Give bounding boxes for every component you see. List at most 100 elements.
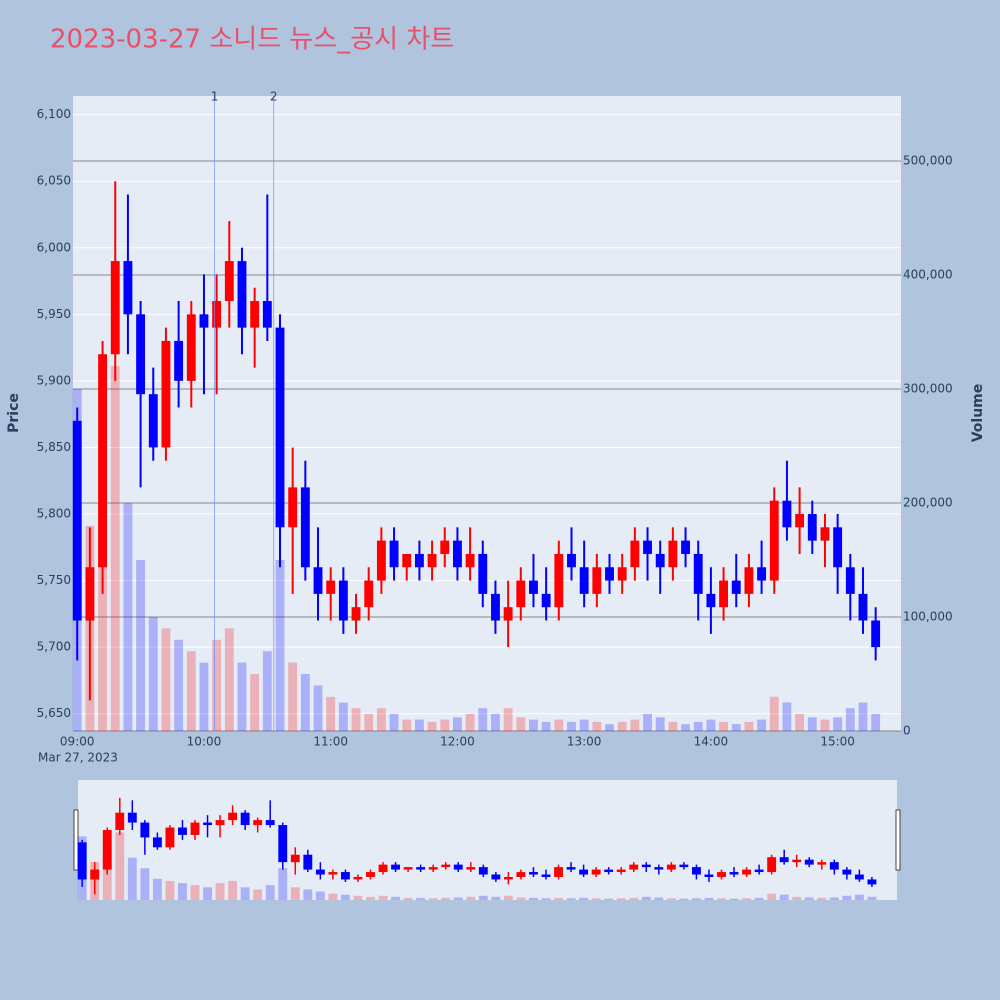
x-tick-label: 15:00 [820,735,855,749]
candle-body [224,261,234,302]
slider-volume-bar [854,894,864,900]
slider-volume-bar [228,880,238,900]
volume-bar [427,721,437,731]
slider-volume-bar [829,897,839,900]
x-tick-label: 10:00 [187,735,222,749]
slider-candle-body [340,872,350,880]
slider-candle-body [629,864,639,870]
candle-body [85,567,95,621]
x-tick-label: 13:00 [567,735,602,749]
slider-candle-body [704,874,714,877]
candle-body [744,567,754,594]
slider-candle-body [152,837,162,848]
volume-bar [199,662,209,731]
slider-volume-bar [328,893,338,900]
volume-bar [250,673,260,731]
slider-candle-body [516,872,526,877]
candle-body [427,553,437,568]
candle-body [833,527,843,568]
range-handle-left[interactable] [73,809,79,871]
volume-bar [592,721,602,731]
slider-candle-body [767,857,777,873]
candle-body [136,314,146,395]
candle-body [681,540,690,554]
candle-body [148,394,158,448]
slider-candle-body [717,872,726,877]
slider-candle-body [366,872,375,877]
volume-bar [136,559,146,731]
slider-volume-bar [616,898,626,900]
slider-candle-body [353,876,363,880]
candle-body [98,354,108,568]
candle-body [503,607,513,621]
volume-bar [465,713,475,731]
slider-volume-bar [428,898,438,900]
volume-bar [579,719,589,731]
volume-bar [871,713,881,731]
slider-volume-bar [654,897,664,900]
slider-candle-body [729,872,739,875]
candle-body [110,261,120,355]
volume-bar [364,713,374,731]
slider-candle-body [804,859,814,865]
x-date-label: Mar 27, 2023 [38,751,118,765]
slider-volume-bar [152,878,162,900]
range-handle-right[interactable] [895,809,901,871]
slider-volume-bar [629,897,639,900]
slider-candle-body [441,864,451,868]
y2-tick-label: 200,000 [903,495,953,509]
candle-body [719,580,729,608]
slider-volume-bar [754,897,764,900]
candle-body [338,580,348,621]
slider-candle-body [817,862,827,865]
slider-candle-body [391,864,401,870]
volume-bar [326,696,336,731]
y2-axis-title: Volume [970,384,986,443]
slider-candle-body [265,820,275,826]
slider-volume-bar [491,896,501,900]
slider-candle-body [842,869,852,875]
slider-volume-bar [503,895,513,900]
y-axis-title: Price [6,393,22,433]
candle-body [807,514,817,541]
chart-title: 2023-03-27 소니드 뉴스_공시 차트 [50,25,454,55]
slider-volume-bar [478,895,488,900]
slider-volume-bar [867,896,877,900]
y2-tick-label: 100,000 [903,609,953,623]
volume-bar [858,702,868,731]
candle-body [262,301,272,328]
volume-bar [567,721,576,731]
candle-body [237,261,247,328]
slider-candle-body [591,869,601,875]
volume-bar [554,719,564,731]
slider-volume-bar [817,897,827,900]
slider-candle-body [541,874,551,877]
slider-candle-body [215,820,225,826]
slider-volume-bar [453,897,463,900]
slider-volume-bar [165,880,175,900]
volume-bar [605,724,614,731]
slider-volume-bar [240,887,250,900]
volume-bar [617,721,627,731]
candle-body [579,567,589,594]
slider-candle-body [403,867,413,870]
y2-tick-label: 300,000 [903,381,953,395]
slider-candle-body [290,854,300,863]
slider-volume-bar [804,897,814,900]
candle-body [161,340,171,448]
volume-bar [719,721,729,731]
volume-bar [630,719,640,731]
range-slider[interactable] [78,780,897,900]
slider-candle-body [792,859,802,863]
volume-bar [376,708,386,731]
slider-volume-bar [190,885,200,900]
plot-area [73,96,901,731]
volume-bar [440,719,450,731]
slider-volume-bar [115,832,125,900]
volume-bar [212,639,222,731]
volume-bar [262,651,272,731]
volume-bar [516,717,526,731]
y2-tick-label: 500,000 [903,153,953,167]
slider-candle-body [554,867,563,877]
